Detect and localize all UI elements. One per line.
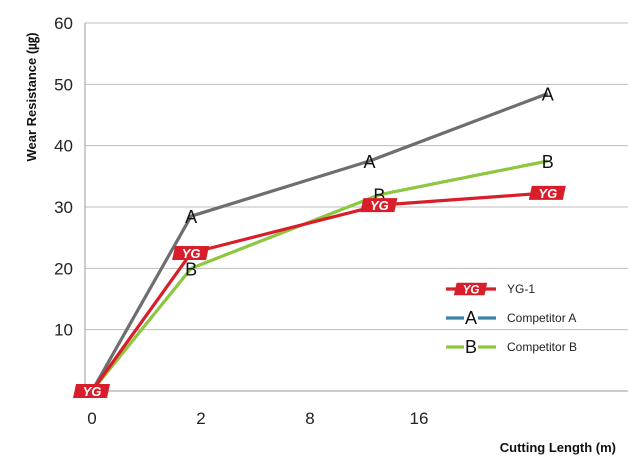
- legend-marker-b: B: [465, 337, 477, 357]
- marker-b: B: [542, 152, 554, 172]
- y-tick-label: 10: [54, 321, 73, 340]
- yg-badge-shape: [528, 185, 566, 200]
- yg-marker: YG: [73, 384, 110, 399]
- y-tick-label: 60: [54, 14, 73, 33]
- yg-badge-text: YG: [538, 186, 557, 201]
- marker-a: A: [542, 85, 554, 105]
- series-lines: [90, 92, 549, 393]
- yg-badge-shape: [453, 282, 488, 296]
- legend-marker-bg: [464, 338, 478, 356]
- series-line-a: [90, 92, 549, 392]
- gridlines: [85, 22, 628, 331]
- legend-label: YG-1: [507, 282, 535, 296]
- yg-badge-shape: [360, 198, 398, 213]
- yg-marker: YG: [360, 198, 398, 213]
- axes: [84, 23, 628, 392]
- marker-b: B: [185, 259, 197, 279]
- marker-a: A: [363, 152, 375, 172]
- yg-badge-shape: [73, 384, 110, 398]
- x-tick-label: 16: [410, 409, 429, 428]
- yg-badge-text: YG: [182, 246, 201, 261]
- x-axis-title: Cutting Length (m): [500, 440, 616, 455]
- legend-marker-a: A: [465, 308, 477, 328]
- legend-label: Competitor A: [507, 311, 576, 325]
- x-tick-label: 2: [196, 409, 205, 428]
- tick-labels: 60 50 40 30 20 10 0 2 8 16: [54, 14, 428, 428]
- legend-marker-bg: [464, 309, 478, 327]
- yg-badge-text: YG: [463, 284, 480, 297]
- y-tick-label: 50: [54, 75, 73, 94]
- yg-badge-text: YG: [83, 384, 102, 399]
- yg-badge-shape: [172, 246, 210, 260]
- x-tick-label: 0: [87, 409, 96, 428]
- legend: YG YG-1 A Competitor A B Competitor B: [446, 282, 577, 357]
- y-axis-title: Wear Resistance (㎍): [24, 32, 41, 161]
- series-line-yg: [90, 191, 548, 392]
- yg-marker: YG: [172, 246, 210, 261]
- yg-marker: YG: [528, 185, 566, 201]
- series-line-b: [90, 159, 549, 393]
- legend-label: Competitor B: [507, 340, 577, 354]
- y-tick-label: 30: [54, 198, 73, 217]
- yg-badge-text: YG: [370, 198, 389, 213]
- y-tick-label: 40: [54, 137, 73, 156]
- marker-a: A: [185, 207, 197, 227]
- y-tick-label: 20: [54, 259, 73, 278]
- x-tick-label: 8: [305, 409, 314, 428]
- legend-yg-badge: YG: [453, 282, 488, 297]
